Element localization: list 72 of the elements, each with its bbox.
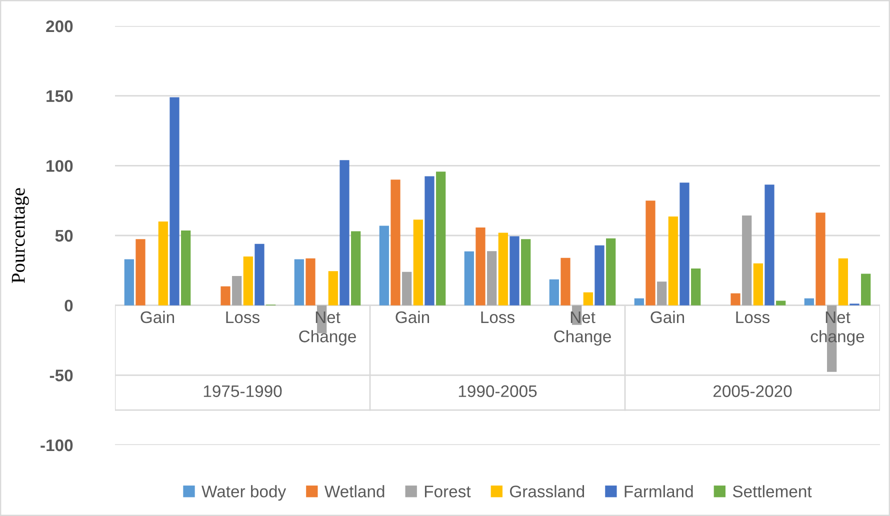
- bar: [861, 274, 871, 306]
- bar: [306, 258, 316, 306]
- y-tick-label: 200: [46, 20, 73, 32]
- bar: [254, 244, 264, 306]
- x-tick-label: Loss: [481, 312, 514, 324]
- bar: [657, 282, 667, 306]
- bar: [549, 279, 559, 306]
- bar: [594, 245, 604, 306]
- legend-label: Wetland: [324, 485, 384, 498]
- bar: [243, 256, 253, 306]
- legend-label: Grassland: [510, 485, 584, 498]
- y-tick-label: 50: [55, 230, 73, 242]
- bar: [521, 239, 531, 306]
- bar: [413, 220, 423, 306]
- y-tick-label: 100: [46, 160, 73, 172]
- annotation: 2005-2020: [713, 385, 792, 398]
- bar: [220, 286, 230, 306]
- bar: [340, 160, 350, 306]
- bar: [136, 239, 146, 306]
- bar: [680, 182, 690, 306]
- legend-label: Water body: [202, 485, 286, 501]
- bar: [351, 231, 361, 306]
- bar: [232, 276, 242, 306]
- bar: [424, 176, 434, 306]
- bar: [838, 258, 848, 306]
- bar: [476, 228, 486, 306]
- x-tick-label: Net Change: [554, 312, 611, 346]
- bar: [390, 180, 400, 306]
- bar: [764, 184, 774, 306]
- bar: [606, 238, 616, 306]
- bar: [181, 230, 191, 306]
- bar: [583, 292, 593, 306]
- bar: [560, 258, 570, 306]
- bar: [634, 298, 644, 306]
- x-tick-label: Gain: [140, 310, 174, 324]
- bar: [294, 259, 304, 306]
- bar: [158, 222, 168, 306]
- x-tick-label: Loss: [736, 312, 770, 324]
- bar: [379, 226, 389, 306]
- x-tick-label: Gain: [396, 310, 430, 324]
- y-tick-label: 0: [64, 300, 73, 312]
- bar: [742, 216, 752, 306]
- bar: [328, 271, 338, 306]
- legend-label: Settlement: [732, 485, 812, 498]
- annotation: 1990-2005: [458, 385, 537, 398]
- bar: [487, 251, 497, 306]
- bar: [668, 216, 678, 306]
- y-tick-label: 150: [46, 90, 73, 102]
- bar: [124, 259, 134, 306]
- bar: [498, 232, 508, 306]
- bar: [402, 272, 412, 306]
- annotation: 1975-1990: [204, 385, 282, 398]
- bar: [753, 263, 763, 306]
- x-tick-label: Net change: [810, 312, 864, 346]
- bar: [804, 298, 814, 306]
- bar: [170, 97, 180, 306]
- legend-label: Forest: [424, 486, 471, 498]
- y-tick-label: -100: [40, 439, 73, 452]
- legend-label: Farmland: [624, 485, 693, 498]
- x-tick-label: Loss: [226, 312, 260, 324]
- bar: [730, 293, 740, 306]
- bar: [464, 251, 474, 306]
- y-axis-title: Pourcentage: [12, 188, 29, 283]
- bar: [436, 172, 446, 306]
- bar: [816, 212, 826, 306]
- x-tick-label: Net Change: [299, 312, 356, 346]
- x-tick-label: Gain: [650, 310, 684, 324]
- bar: [646, 200, 656, 306]
- y-tick-label: -50: [50, 370, 73, 382]
- bar: [691, 268, 701, 306]
- bar: [510, 236, 520, 306]
- bar: [776, 300, 786, 306]
